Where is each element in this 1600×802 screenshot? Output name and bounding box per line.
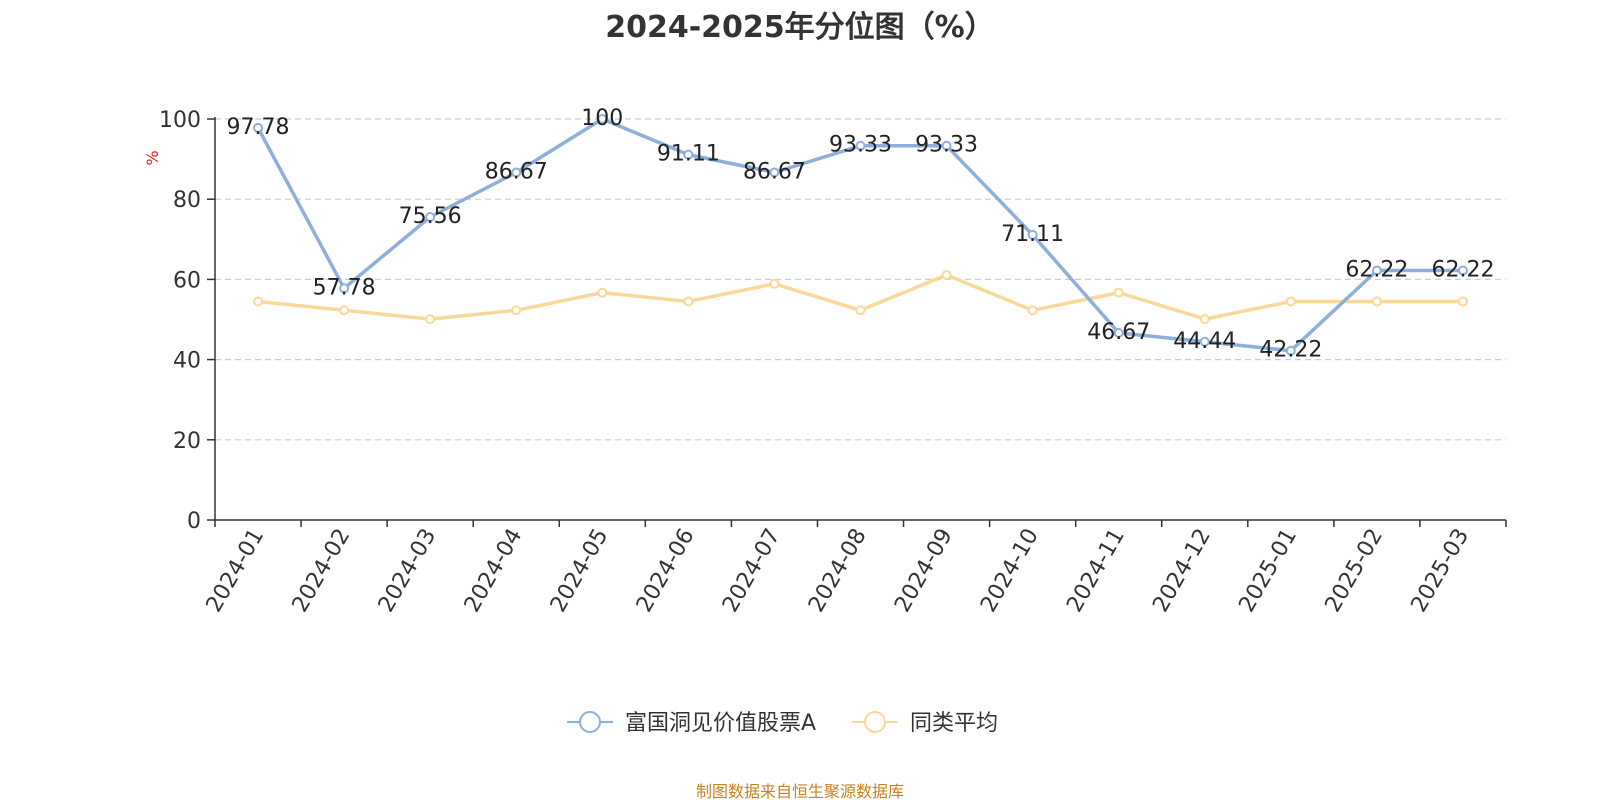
source-note: 制图数据来自恒生聚源数据库 — [695, 782, 904, 801]
data-point — [769, 167, 780, 178]
data-label: 91.11 — [657, 142, 720, 167]
y-tick-label: 20 — [173, 429, 201, 454]
data-point — [511, 305, 522, 316]
x-tick-label: 2025-01 — [1234, 525, 1302, 617]
data-label: 46.67 — [1087, 320, 1150, 345]
x-tick-label: 2024-10 — [976, 525, 1044, 617]
series-lines — [253, 114, 1468, 356]
x-tick-label: 2024-03 — [374, 525, 442, 617]
data-point — [1285, 345, 1296, 356]
y-tick-label: 100 — [159, 108, 201, 133]
data-point — [511, 167, 522, 178]
data-point — [1199, 314, 1210, 325]
x-tick-label: 2024-05 — [546, 525, 614, 617]
data-label: 97.78 — [227, 115, 290, 140]
x-tick-label: 2024-11 — [1062, 525, 1130, 617]
data-point — [253, 122, 264, 133]
data-point — [941, 140, 952, 151]
data-point — [425, 212, 436, 223]
x-tick-label: 2024-07 — [718, 525, 786, 617]
x-tick-label: 2024-01 — [202, 525, 270, 617]
data-label: 42.22 — [1259, 338, 1322, 363]
data-point — [1113, 287, 1124, 298]
data-point — [425, 314, 436, 325]
y-tick-label: 80 — [173, 188, 201, 213]
data-label: 57.78 — [313, 275, 376, 300]
data-label: 71.11 — [1001, 222, 1064, 247]
legend-marker — [579, 711, 601, 733]
data-point — [941, 269, 952, 280]
y-axis-label: % — [143, 150, 162, 165]
data-label: 75.56 — [399, 204, 462, 229]
data-point — [597, 287, 608, 298]
x-tick-label: 2025-03 — [1407, 525, 1475, 617]
data-point — [1371, 265, 1382, 276]
data-point — [253, 296, 264, 307]
data-point — [1113, 327, 1124, 338]
data-point — [339, 305, 350, 316]
data-point — [339, 283, 350, 294]
data-point — [1371, 296, 1382, 307]
chart-title: 2024-2025年分位图（%） — [605, 10, 995, 45]
data-label: 100 — [581, 106, 623, 131]
legend[interactable]: 富国洞见价值股票A 同类平均 — [567, 711, 998, 736]
x-tick-label: 2025-02 — [1320, 525, 1388, 617]
data-point — [683, 296, 694, 307]
data-point — [1285, 296, 1296, 307]
legend-label: 富国洞见价值股票A — [625, 711, 816, 736]
data-point — [1457, 296, 1468, 307]
x-tick-label: 2024-09 — [890, 525, 958, 617]
y-tick-label: 40 — [173, 349, 201, 374]
data-label: 62.22 — [1431, 257, 1494, 282]
y-tick-label: 0 — [187, 509, 201, 534]
data-label: 86.67 — [743, 159, 806, 184]
x-tick-label: 2024-02 — [288, 525, 356, 617]
data-point — [1199, 336, 1210, 347]
data-label: 93.33 — [915, 133, 978, 158]
y-tick-label: 60 — [173, 268, 201, 293]
data-point — [855, 305, 866, 316]
data-point — [1027, 229, 1038, 240]
x-tick-label: 2024-12 — [1148, 525, 1216, 617]
data-point — [1457, 265, 1468, 276]
legend-marker — [864, 711, 886, 733]
data-label: 93.33 — [829, 133, 892, 158]
data-labels: 97.78 57.78 75.56 86.67 100 91.11 86.67 93.33 93… — [227, 106, 1495, 363]
data-point — [855, 140, 866, 151]
grid-lines — [215, 118, 1506, 441]
x-tick-label: 2024-08 — [804, 525, 872, 617]
data-point — [1027, 305, 1038, 316]
legend-label: 同类平均 — [910, 711, 998, 736]
data-point — [597, 114, 608, 124]
data-label: 62.22 — [1345, 257, 1408, 282]
x-tick-label: 2024-06 — [632, 525, 700, 617]
data-point — [683, 149, 694, 160]
data-label: 44.44 — [1173, 329, 1236, 354]
data-label: 86.67 — [485, 159, 548, 184]
x-tick-label: 2024-04 — [460, 525, 528, 617]
data-point — [769, 278, 780, 289]
